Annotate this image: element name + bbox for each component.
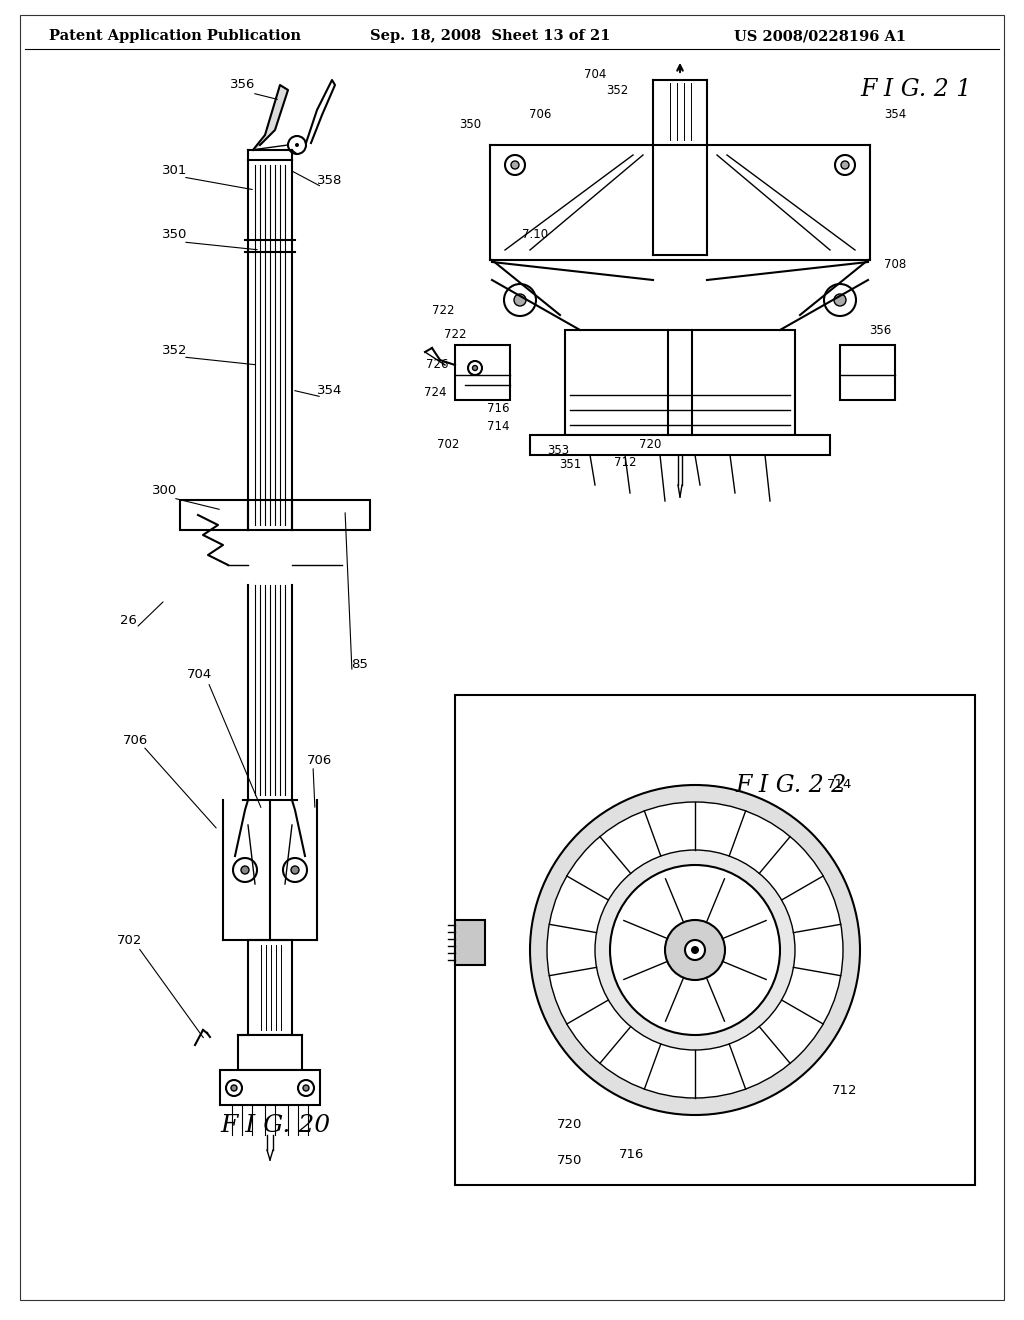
Text: F I G. 20: F I G. 20 xyxy=(220,1114,330,1137)
Text: Sep. 18, 2008  Sheet 13 of 21: Sep. 18, 2008 Sheet 13 of 21 xyxy=(370,29,610,44)
Bar xyxy=(455,696,975,1185)
Circle shape xyxy=(835,154,855,176)
Circle shape xyxy=(472,366,477,371)
Bar xyxy=(180,500,370,531)
Bar xyxy=(455,345,510,400)
Text: 714: 714 xyxy=(827,779,853,792)
Text: 300: 300 xyxy=(153,483,177,496)
Polygon shape xyxy=(253,84,288,150)
Bar xyxy=(455,920,485,965)
Circle shape xyxy=(226,1080,242,1096)
Circle shape xyxy=(511,161,519,169)
Bar xyxy=(530,436,830,455)
Circle shape xyxy=(303,1085,309,1092)
Bar xyxy=(248,940,292,1035)
Text: 726: 726 xyxy=(426,359,449,371)
Text: 358: 358 xyxy=(317,173,343,186)
Text: 356: 356 xyxy=(230,78,256,91)
Circle shape xyxy=(665,920,725,979)
Text: F I G. 2 2: F I G. 2 2 xyxy=(735,774,846,796)
Text: 85: 85 xyxy=(351,659,369,672)
Circle shape xyxy=(283,858,307,882)
Text: 26: 26 xyxy=(120,614,136,627)
Circle shape xyxy=(595,850,795,1049)
Circle shape xyxy=(514,294,526,306)
Text: 706: 706 xyxy=(123,734,147,747)
Circle shape xyxy=(233,858,257,882)
Text: 724: 724 xyxy=(424,385,446,399)
Circle shape xyxy=(241,866,249,874)
Circle shape xyxy=(691,946,699,954)
Text: 352: 352 xyxy=(606,83,628,96)
Text: F I G. 2 1: F I G. 2 1 xyxy=(860,78,971,102)
Text: 708: 708 xyxy=(884,259,906,272)
Text: 702: 702 xyxy=(437,438,459,451)
Text: 704: 704 xyxy=(584,69,606,82)
Bar xyxy=(840,345,895,400)
Text: 702: 702 xyxy=(118,933,142,946)
Text: 301: 301 xyxy=(163,164,187,177)
Circle shape xyxy=(685,940,705,960)
Circle shape xyxy=(231,1085,237,1092)
Circle shape xyxy=(610,865,780,1035)
Circle shape xyxy=(504,284,536,315)
Circle shape xyxy=(468,360,482,375)
Text: 716: 716 xyxy=(486,401,509,414)
Circle shape xyxy=(291,866,299,874)
Text: US 2008/0228196 A1: US 2008/0228196 A1 xyxy=(734,29,906,44)
Text: 720: 720 xyxy=(557,1118,583,1131)
Bar xyxy=(220,1071,319,1105)
Text: 354: 354 xyxy=(884,108,906,121)
Bar xyxy=(565,330,795,436)
Circle shape xyxy=(505,154,525,176)
Text: 720: 720 xyxy=(639,438,662,451)
Text: 353: 353 xyxy=(547,444,569,457)
Text: 712: 712 xyxy=(833,1084,858,1097)
Text: 350: 350 xyxy=(163,228,187,242)
Circle shape xyxy=(824,284,856,315)
Text: 712: 712 xyxy=(613,455,636,469)
Text: 351: 351 xyxy=(559,458,582,471)
Circle shape xyxy=(547,803,843,1098)
Text: 722: 722 xyxy=(432,304,455,317)
Text: 704: 704 xyxy=(187,668,213,681)
Circle shape xyxy=(841,161,849,169)
Text: Patent Application Publication: Patent Application Publication xyxy=(49,29,301,44)
Text: 714: 714 xyxy=(486,421,509,433)
Text: 352: 352 xyxy=(162,343,187,356)
Circle shape xyxy=(295,143,299,147)
Bar xyxy=(238,1035,302,1071)
Text: 706: 706 xyxy=(307,754,333,767)
Text: 354: 354 xyxy=(317,384,343,396)
Circle shape xyxy=(834,294,846,306)
Text: 350: 350 xyxy=(459,119,481,132)
Text: 716: 716 xyxy=(620,1148,645,1162)
Text: 356: 356 xyxy=(869,323,891,337)
Circle shape xyxy=(530,785,860,1115)
Text: 7.10: 7.10 xyxy=(522,228,548,242)
Circle shape xyxy=(298,1080,314,1096)
Text: 750: 750 xyxy=(557,1154,583,1167)
Text: 722: 722 xyxy=(443,329,466,342)
Text: 706: 706 xyxy=(528,108,551,121)
